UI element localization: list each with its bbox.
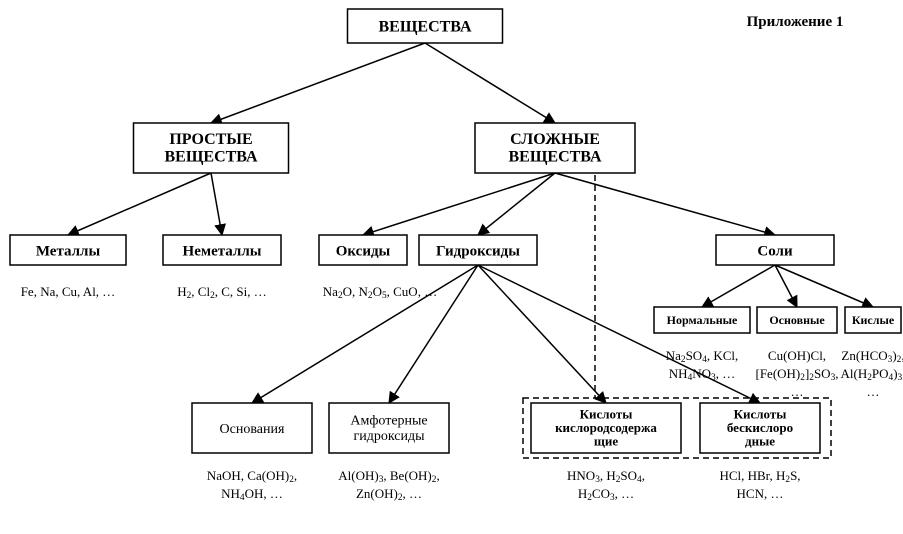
node-acidic: Кислые [845,307,901,333]
tree-diagram: ВЕЩЕСТВАПРОСТЫЕВЕЩЕСТВАСЛОЖНЫЕВЕЩЕСТВАМе… [0,0,903,534]
example-text: Cu(OH)Cl, [768,348,826,363]
node-label: дные [745,434,775,449]
edge-root-simple [211,43,425,123]
node-oxyacids: Кислотыкислородсодержащие [531,403,681,453]
nodes: ВЕЩЕСТВАПРОСТЫЕВЕЩЕСТВАСЛОЖНЫЕВЕЩЕСТВАМе… [10,9,901,453]
edge-complex-hydroxides [478,173,555,235]
node-normal: Нормальные [654,307,750,333]
node-complex: СЛОЖНЫЕВЕЩЕСТВА [475,123,635,173]
example-text: Na2SO4, KCl, [666,348,739,365]
example-text: Al(OH)3, Be(OH)2, [338,468,439,485]
node-nonmetals: Неметаллы [163,235,281,265]
example-text: … [867,384,880,399]
example-text: H2, Cl2, C, Si, … [177,284,267,301]
edge-root-complex [425,43,555,123]
node-salts: Соли [716,235,834,265]
node-label: Гидроксиды [436,243,520,259]
node-label: щие [594,434,618,449]
node-label: Кислые [852,313,895,327]
example-text: NaOH, Ca(OH)2, [207,468,297,485]
node-root: ВЕЩЕСТВА [348,9,503,43]
edge-simple-metals [68,173,211,235]
node-label: СЛОЖНЫЕ [510,131,600,148]
node-label: ВЕЩЕСТВА [508,149,601,166]
example-text: HNO3, H2SO4, [567,468,645,485]
node-anoxacids: Кислотыбескислородные [700,403,820,453]
node-label: гидроксиды [353,429,425,444]
node-hydroxides: Гидроксиды [419,235,537,265]
example-text: NH4NO3, … [669,366,735,383]
example-text: … [791,384,804,399]
example-text: NH4OH, … [221,486,283,503]
node-label: ВЕЩЕСТВА [164,149,257,166]
example-text: Zn(OH)2, … [356,486,422,503]
node-simple: ПРОСТЫЕВЕЩЕСТВА [134,123,289,173]
example-text: Na2O, N2O5, CuO, … [323,284,437,301]
example-text: Fe, Na, Cu, Al, … [21,284,116,299]
edge-salts-normal [702,265,775,307]
edge-simple-nonmetals [211,173,222,235]
example-text: [Fe(OH)2]2SO3, [756,366,839,383]
edge-salts-acidic [775,265,873,307]
edge-hydroxides-anoxacids [478,265,760,403]
node-amph: Амфотерныегидроксиды [329,403,449,453]
node-label: Соли [757,243,793,259]
example-text: HCl, HBr, H2S, [719,468,800,485]
annotation-label: Приложение 1 [747,14,844,30]
node-label: Металлы [36,243,101,259]
node-bases: Основания [192,403,312,453]
example-text: H2CO3, … [578,486,634,503]
edge-complex-oxides [363,173,555,235]
node-label: Основные [769,313,825,327]
example-text: Zn(HCO3)2, [841,348,903,365]
edge-hydroxides-oxyacids [478,265,606,403]
node-basic: Основные [757,307,837,333]
node-metals: Металлы [10,235,126,265]
node-label: Амфотерные [350,414,427,429]
edge-salts-basic [775,265,797,307]
edge-complex-salts [555,173,775,235]
node-label: Нормальные [667,313,738,327]
node-label: ВЕЩЕСТВА [378,19,471,36]
node-label: Неметаллы [183,243,262,259]
example-text: Al(H2PO4)3, [841,366,903,383]
node-label: Оксиды [336,243,391,259]
edges [68,43,873,403]
example-text: HCN, … [737,486,784,501]
node-oxides: Оксиды [319,235,407,265]
node-label: Основания [220,422,285,437]
node-label: ПРОСТЫЕ [169,131,252,148]
